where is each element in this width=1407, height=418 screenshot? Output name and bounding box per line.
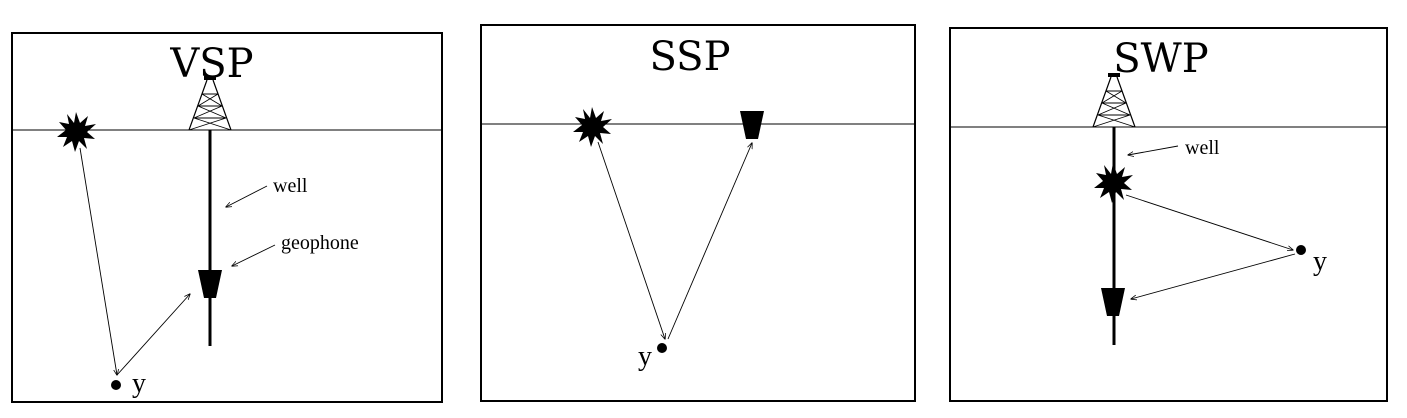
panel-vsp: VSP y well geophone	[11, 32, 443, 403]
geophone-pointer	[232, 244, 276, 266]
reflected-ray	[1131, 253, 1296, 299]
reflection-point-label: y	[1313, 246, 1327, 277]
well-label: well	[273, 175, 308, 197]
incident-ray	[1125, 194, 1293, 250]
geophone-receiver-icon	[1101, 288, 1125, 316]
reflection-point	[657, 343, 667, 353]
panel-swp: SWP y well	[949, 27, 1388, 402]
panel-title: VSP	[169, 41, 253, 87]
panel-title: SWP	[1113, 36, 1208, 82]
reflected-ray	[116, 294, 190, 376]
starburst-source-icon	[57, 112, 96, 152]
panel-title: SSP	[649, 34, 730, 80]
well-pointer	[1128, 145, 1179, 155]
geophone-receiver-icon	[740, 111, 764, 139]
geophone-label: geophone	[281, 232, 359, 254]
reflection-point-label: y	[638, 341, 652, 372]
starburst-source-icon	[1094, 163, 1133, 203]
reflection-point	[111, 380, 121, 390]
panel-frame	[480, 24, 916, 402]
geophone-receiver-icon	[198, 270, 222, 298]
well-label: well	[1185, 137, 1220, 159]
incident-ray	[79, 147, 117, 375]
starburst-source-icon	[573, 107, 612, 147]
reflection-point-label: y	[132, 368, 146, 399]
panel-frame	[11, 32, 443, 403]
reflection-point	[1296, 245, 1306, 255]
well-pointer	[226, 185, 268, 207]
reflected-ray	[667, 143, 752, 340]
incident-ray	[597, 141, 665, 339]
panel-frame	[949, 27, 1388, 402]
panel-ssp: SSP y	[480, 24, 916, 402]
